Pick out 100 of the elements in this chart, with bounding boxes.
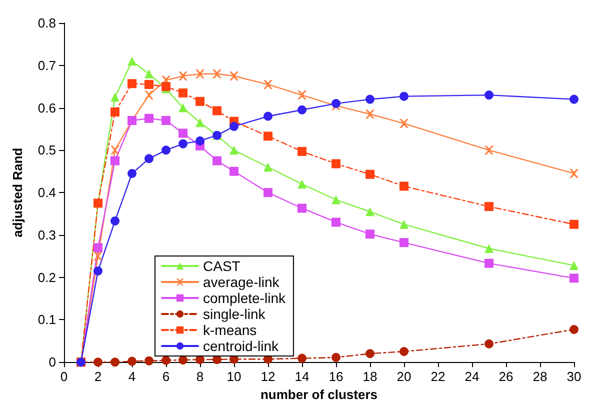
- point: [298, 204, 306, 213]
- point: [332, 352, 340, 362]
- legend-label: k-means: [203, 322, 257, 338]
- point: [128, 356, 136, 366]
- point: [570, 324, 578, 334]
- y-axis-title: adjusted Rand: [10, 148, 25, 238]
- point: [128, 79, 136, 88]
- legend-label: CAST: [203, 258, 241, 274]
- y-tick-label: 0.6: [38, 100, 56, 116]
- x-tick-label: 4: [128, 369, 136, 384]
- y-tick-label: 0.1: [38, 312, 56, 328]
- point: [230, 122, 238, 131]
- point: [212, 156, 222, 166]
- point: [162, 356, 170, 365]
- x-tick-label: 20: [396, 369, 412, 384]
- point: [94, 243, 102, 252]
- y-tick-label: 0.3: [38, 227, 56, 242]
- x-tick-label: 24: [464, 369, 480, 384]
- point: [178, 103, 188, 112]
- point: [298, 146, 306, 156]
- point: [366, 349, 374, 358]
- point: [94, 252, 102, 261]
- x-tick-label: 8: [196, 369, 204, 384]
- point: [128, 168, 136, 178]
- point: [570, 260, 578, 270]
- point: [94, 266, 102, 276]
- y-tick-label: 0: [48, 354, 56, 370]
- point: [298, 105, 306, 114]
- point: [110, 216, 120, 226]
- x-tick-label: 12: [260, 369, 276, 384]
- point: [484, 146, 494, 155]
- point: [366, 207, 374, 216]
- x-tick-label: 16: [328, 369, 344, 384]
- point: [162, 116, 170, 125]
- point: [178, 88, 188, 98]
- point: [366, 230, 374, 239]
- legend-label: single-link: [203, 306, 266, 322]
- point: [128, 56, 136, 66]
- point: [196, 96, 204, 106]
- point: [264, 162, 272, 172]
- point: [110, 146, 120, 155]
- point: [332, 218, 340, 227]
- point: [484, 202, 494, 212]
- point: [144, 80, 154, 89]
- y-tick-label: 0.8: [38, 16, 56, 30]
- point: [298, 180, 306, 189]
- x-tick-label: 28: [532, 369, 548, 384]
- x-tick-label: 6: [162, 369, 170, 384]
- point: [178, 71, 188, 80]
- point: [366, 94, 374, 104]
- x-tick-label: 2: [94, 369, 102, 384]
- x-tick-label: 22: [430, 369, 446, 384]
- x-axis-title: number of clusters: [260, 387, 378, 402]
- y-tick-label: 0.4: [38, 185, 56, 200]
- x-tick-label: 10: [226, 369, 242, 384]
- x-tick-label: 18: [362, 369, 378, 384]
- point: [196, 118, 204, 128]
- point: [212, 69, 222, 78]
- point: [230, 146, 238, 155]
- legend-label: average-link: [203, 274, 280, 290]
- point: [178, 128, 188, 138]
- point: [570, 168, 578, 178]
- point: [110, 92, 120, 102]
- point: [230, 71, 238, 80]
- point: [298, 354, 306, 363]
- point: [178, 139, 188, 148]
- point: [400, 92, 408, 101]
- point: [400, 220, 408, 229]
- point: [264, 80, 272, 89]
- point: [196, 69, 204, 78]
- point: [570, 274, 578, 283]
- point: [144, 356, 154, 366]
- point: [484, 258, 494, 268]
- point: [264, 132, 272, 141]
- legend-label: complete-link: [203, 290, 286, 306]
- point: [400, 118, 408, 128]
- point: [110, 108, 120, 117]
- point: [212, 106, 222, 116]
- y-tick-label: 0.5: [38, 142, 56, 158]
- point: [298, 90, 306, 100]
- point: [110, 156, 120, 166]
- x-tick-label: 30: [566, 369, 582, 384]
- point: [110, 358, 120, 367]
- point: [400, 182, 408, 191]
- point: [264, 188, 272, 198]
- point: [230, 166, 238, 176]
- point: [484, 244, 494, 253]
- point: [196, 136, 204, 146]
- point: [570, 220, 578, 229]
- point: [332, 195, 340, 204]
- point: [484, 90, 494, 100]
- point: [264, 112, 272, 121]
- point: [94, 358, 102, 367]
- point: [366, 110, 374, 119]
- point: [144, 154, 154, 164]
- point: [366, 170, 374, 179]
- point: [400, 238, 408, 248]
- point: [162, 146, 170, 155]
- y-tick-label: 0.2: [38, 270, 56, 285]
- x-tick-label: 0: [60, 369, 68, 384]
